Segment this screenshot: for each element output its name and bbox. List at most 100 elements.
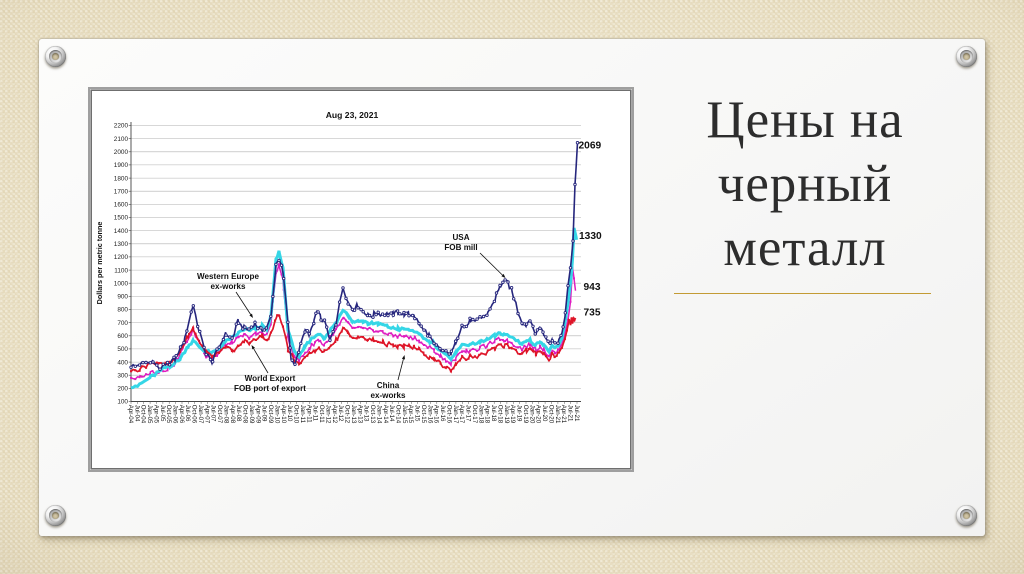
svg-text:Oct-10: Oct-10 <box>293 405 300 424</box>
svg-text:Oct-20: Oct-20 <box>547 405 554 424</box>
svg-text:Jan-19: Jan-19 <box>503 405 510 424</box>
svg-text:200: 200 <box>117 386 128 393</box>
svg-text:Western Europe: Western Europe <box>197 272 259 281</box>
svg-text:Jul-09: Jul-09 <box>261 405 268 422</box>
svg-text:1200: 1200 <box>114 254 129 261</box>
svg-text:800: 800 <box>117 307 128 314</box>
svg-text:Dollars per metric tonne: Dollars per metric tonne <box>95 222 104 305</box>
svg-text:Apr-12: Apr-12 <box>331 405 338 424</box>
svg-text:1000: 1000 <box>114 280 129 287</box>
svg-text:Oct-09: Oct-09 <box>267 405 274 424</box>
svg-text:Jan-16: Jan-16 <box>426 405 433 424</box>
svg-text:Apr-19: Apr-19 <box>509 405 516 424</box>
svg-text:1900: 1900 <box>114 162 129 169</box>
svg-text:Oct-08: Oct-08 <box>242 405 249 424</box>
svg-text:2200: 2200 <box>114 123 129 130</box>
svg-text:Apr-17: Apr-17 <box>458 405 465 424</box>
svg-text:Jul-08: Jul-08 <box>235 405 242 422</box>
svg-text:Jan-06: Jan-06 <box>172 405 179 424</box>
svg-text:600: 600 <box>117 333 128 340</box>
svg-text:Apr-21: Apr-21 <box>560 405 567 424</box>
svg-text:735: 735 <box>584 308 601 319</box>
svg-text:Jul-10: Jul-10 <box>286 405 293 422</box>
svg-text:Jul-06: Jul-06 <box>184 405 191 422</box>
svg-text:Jul-07: Jul-07 <box>210 405 217 422</box>
svg-text:Apr-16: Apr-16 <box>433 405 440 424</box>
svg-text:Apr-07: Apr-07 <box>203 405 210 424</box>
svg-text:Apr-09: Apr-09 <box>254 405 261 424</box>
svg-text:Jan-21: Jan-21 <box>554 405 561 424</box>
svg-text:Apr-04: Apr-04 <box>127 405 134 424</box>
svg-text:FOB mill: FOB mill <box>444 243 477 252</box>
svg-text:1100: 1100 <box>114 267 128 274</box>
svg-text:Jan-20: Jan-20 <box>528 405 535 424</box>
svg-text:Apr-10: Apr-10 <box>280 405 287 424</box>
svg-text:ex-works: ex-works <box>370 391 406 400</box>
svg-text:100: 100 <box>117 399 128 406</box>
svg-text:2100: 2100 <box>114 136 129 143</box>
svg-text:2069: 2069 <box>579 141 602 152</box>
svg-text:500: 500 <box>117 346 128 353</box>
svg-text:World Export: World Export <box>245 374 296 383</box>
svg-text:Jul-13: Jul-13 <box>363 405 370 422</box>
svg-text:Jul-11: Jul-11 <box>312 405 319 422</box>
svg-text:Apr-18: Apr-18 <box>484 405 491 424</box>
svg-text:Oct-19: Oct-19 <box>522 405 529 424</box>
svg-text:700: 700 <box>117 320 128 327</box>
svg-text:1330: 1330 <box>579 231 602 242</box>
svg-text:Jul-12: Jul-12 <box>337 405 344 422</box>
svg-text:Jul-21: Jul-21 <box>573 405 580 422</box>
svg-text:Oct-17: Oct-17 <box>471 405 478 424</box>
svg-text:1500: 1500 <box>114 215 129 222</box>
svg-text:Jan-11: Jan-11 <box>299 405 306 424</box>
svg-text:Jan-08: Jan-08 <box>223 405 230 424</box>
svg-text:Jan-17: Jan-17 <box>452 405 459 424</box>
svg-text:Jul-04: Jul-04 <box>133 405 140 422</box>
svg-text:Jul-18: Jul-18 <box>490 405 497 422</box>
svg-text:Apr-06: Apr-06 <box>178 405 185 424</box>
svg-text:Jul-21: Jul-21 <box>567 405 574 422</box>
svg-text:Oct-07: Oct-07 <box>216 405 223 424</box>
svg-text:Apr-14: Apr-14 <box>382 405 389 424</box>
svg-text:943: 943 <box>584 282 601 293</box>
svg-text:Oct-18: Oct-18 <box>496 405 503 424</box>
svg-text:Jan-09: Jan-09 <box>248 405 255 424</box>
svg-text:China: China <box>377 381 400 390</box>
svg-text:Jul-15: Jul-15 <box>414 405 421 422</box>
svg-text:Apr-05: Apr-05 <box>152 405 159 424</box>
svg-text:Jan-05: Jan-05 <box>146 405 153 424</box>
svg-text:1400: 1400 <box>114 228 129 235</box>
svg-text:Jul-20: Jul-20 <box>541 405 548 422</box>
svg-text:2000: 2000 <box>114 149 129 156</box>
svg-text:Jan-13: Jan-13 <box>350 405 357 424</box>
svg-text:Oct-16: Oct-16 <box>446 405 453 424</box>
svg-text:900: 900 <box>117 294 128 301</box>
svg-text:Oct-13: Oct-13 <box>369 405 376 424</box>
svg-text:Oct-11: Oct-11 <box>318 405 325 423</box>
svg-text:Jul-19: Jul-19 <box>516 405 523 422</box>
svg-text:1700: 1700 <box>114 188 129 195</box>
svg-text:Jul-05: Jul-05 <box>159 405 166 422</box>
svg-text:Jul-14: Jul-14 <box>388 405 395 422</box>
svg-text:Jan-12: Jan-12 <box>324 405 331 424</box>
svg-text:1800: 1800 <box>114 175 129 182</box>
svg-text:Jan-18: Jan-18 <box>477 405 484 424</box>
svg-text:Aug 23, 2021: Aug 23, 2021 <box>326 110 379 120</box>
svg-text:1600: 1600 <box>114 202 129 209</box>
svg-text:Jan-14: Jan-14 <box>375 405 382 424</box>
svg-text:400: 400 <box>117 359 128 366</box>
svg-text:Jul-16: Jul-16 <box>439 405 446 422</box>
svg-text:Apr-08: Apr-08 <box>229 405 236 424</box>
svg-text:Jan-10: Jan-10 <box>273 405 280 424</box>
svg-text:Jan-15: Jan-15 <box>401 405 408 424</box>
svg-text:Apr-15: Apr-15 <box>407 405 414 424</box>
svg-text:FOB port of export: FOB port of export <box>234 384 306 393</box>
svg-text:Apr-13: Apr-13 <box>356 405 363 424</box>
svg-text:ex-works: ex-works <box>210 282 246 291</box>
svg-text:300: 300 <box>117 372 128 379</box>
svg-text:Oct-06: Oct-06 <box>191 405 198 424</box>
svg-text:Apr-20: Apr-20 <box>535 405 542 424</box>
svg-text:Oct-12: Oct-12 <box>344 405 351 424</box>
svg-text:1300: 1300 <box>114 241 129 248</box>
svg-text:Apr-11: Apr-11 <box>305 405 312 423</box>
